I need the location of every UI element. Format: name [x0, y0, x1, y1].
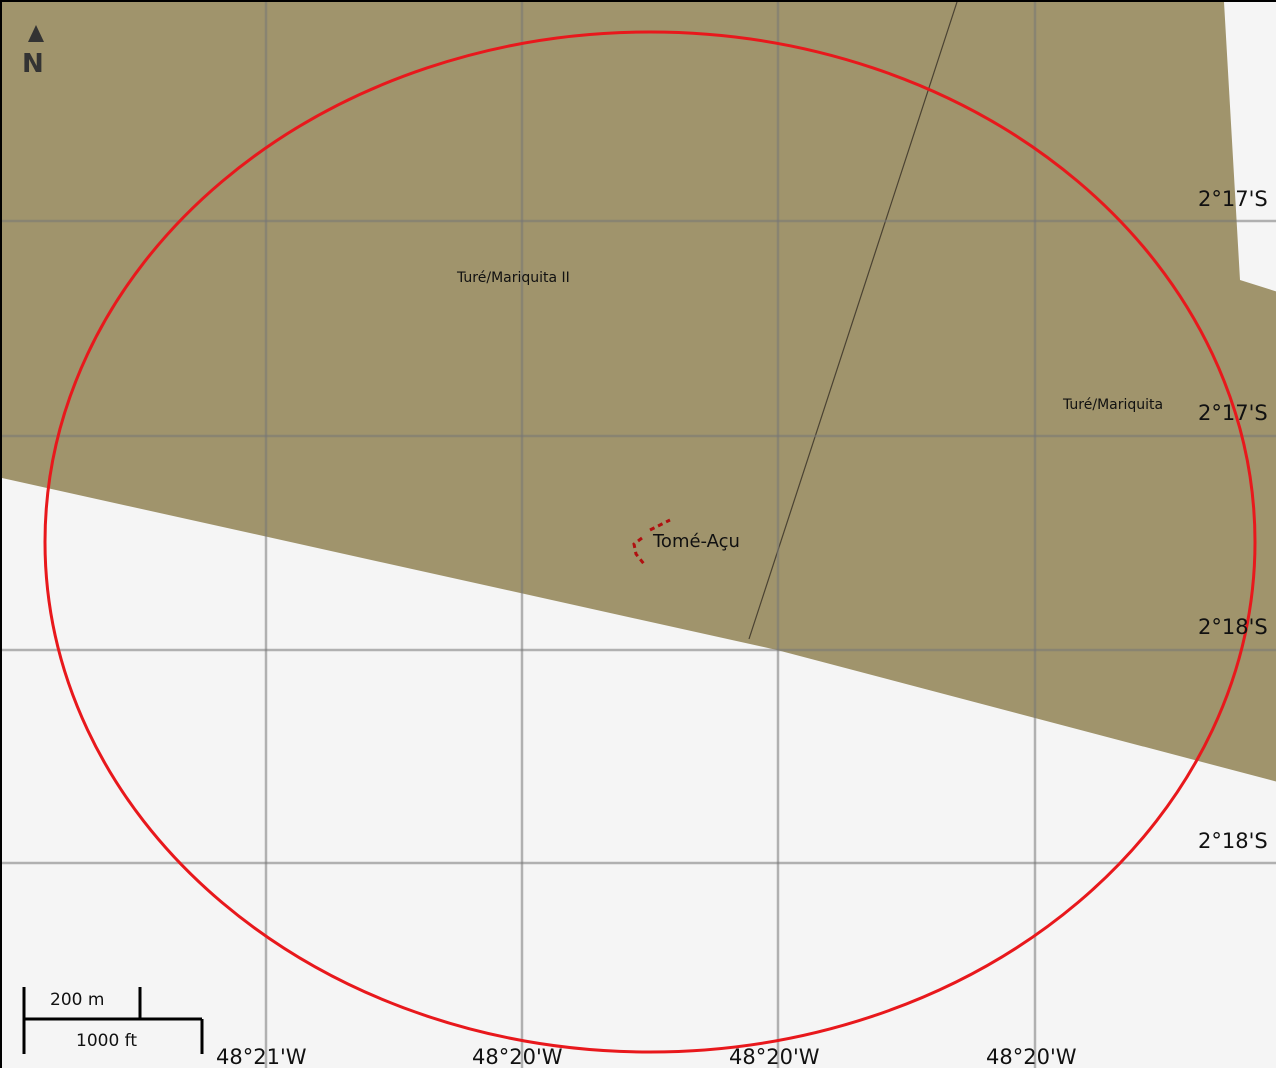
territory-area[interactable] [2, 2, 1276, 782]
latitude-label: 2°17'S [1198, 401, 1268, 425]
latitude-label: 2°18'S [1198, 615, 1268, 639]
longitude-label: 48°20'W [729, 1045, 820, 1068]
north-arrow-icon: N [22, 25, 44, 79]
longitude-label: 48°21'W [216, 1045, 307, 1068]
north-arrow-label: N [22, 49, 44, 79]
city-label: Tomé-Açu [652, 531, 740, 552]
scale-metric-label: 200 m [50, 990, 104, 1010]
scale-imperial-label: 1000 ft [76, 1031, 137, 1051]
longitude-label: 48°20'W [472, 1045, 563, 1068]
longitude-label: 48°20'W [986, 1045, 1077, 1068]
territory-division-line [748, 2, 958, 640]
buffer-circle [43, 30, 1257, 1054]
latitude-label: 2°17'S [1198, 187, 1268, 211]
graticule-parallels [2, 219, 1276, 865]
territory-label: Turé/Mariquita II [456, 270, 570, 286]
territory-label: Turé/Mariquita [1062, 397, 1163, 413]
latitude-label: 2°18'S [1198, 829, 1268, 853]
graticule-meridians [264, 2, 1037, 1068]
scale-bar: 200 m 1000 ft [18, 984, 208, 1062]
city-marker[interactable] [632, 518, 671, 565]
